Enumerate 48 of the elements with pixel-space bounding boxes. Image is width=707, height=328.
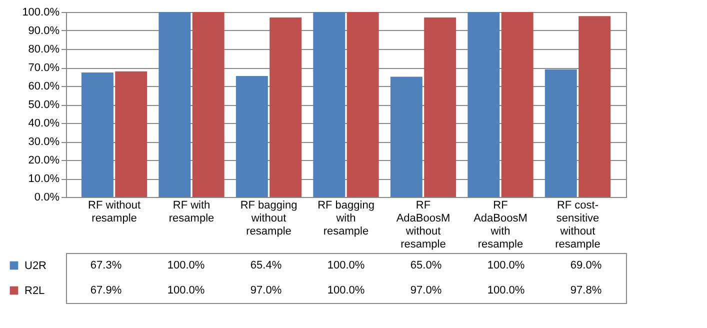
bar [346,12,379,197]
bar [270,18,302,197]
data-label: 100.0% [487,260,525,272]
y-tick-label: 60.0% [28,80,60,92]
y-tick-label: 0.0% [34,192,60,204]
y-tick-label: 100.0% [22,6,60,18]
data-label: 65.0% [410,260,442,272]
y-tick-label: 30.0% [28,136,60,148]
y-tick-label: 40.0% [28,118,60,130]
bar [236,76,268,197]
data-label: 97.0% [410,284,442,296]
data-label: 67.3% [90,260,122,272]
data-label: 69.0% [570,260,602,272]
x-tick-label: RF cost-sensitive without resample [555,200,600,250]
y-tick-label: 10.0% [28,173,60,185]
data-label: 67.9% [90,284,122,296]
bar [81,72,114,197]
y-tick-label: 70.0% [28,62,60,74]
y-tick-label: 80.0% [28,44,60,56]
legend-label: U2R [24,260,47,272]
bar [192,12,224,197]
data-label: 100.0% [487,284,525,296]
data-label: 65.4% [250,260,282,272]
data-label: 100.0% [167,260,205,272]
data-label: 100.0% [167,284,205,296]
bar [158,12,191,197]
y-tick-label: 50.0% [28,99,60,111]
data-label: 100.0% [327,284,365,296]
data-label: 97.0% [250,284,282,296]
x-tick-label: RF bagging with resample [318,200,374,238]
y-tick-label: 90.0% [28,25,60,37]
legend-label: R2L [24,285,45,297]
data-label: 100.0% [327,260,365,272]
bar [544,69,577,197]
bar [115,71,148,197]
x-tick-label: RF AdaBoosM without resample [396,200,450,250]
bar [313,12,346,197]
y-tick-label: 20.0% [28,154,60,166]
bar [501,12,534,197]
data-label: 97.8% [570,284,602,296]
x-tick-label: RF with resample [168,200,214,224]
x-tick-label: RF without resample [88,200,141,224]
bar [424,18,456,197]
x-tick-label: RF AdaBoosM with resample [474,200,528,250]
x-tick-label: RF bagging without resample [240,200,298,238]
bar [390,76,422,197]
bar [578,16,611,197]
bar [468,12,500,197]
